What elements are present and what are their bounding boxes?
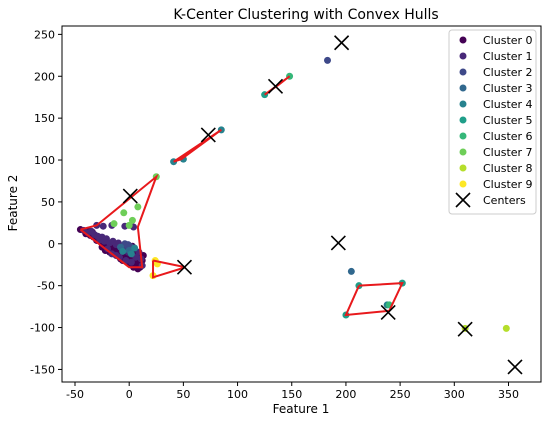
- legend-label: Cluster 6: [483, 130, 533, 143]
- legend-label: Cluster 9: [483, 178, 533, 191]
- y-tick-label: -50: [37, 280, 55, 293]
- x-tick-label: -50: [66, 388, 84, 401]
- legend-marker: [459, 148, 467, 156]
- x-tick-label: 350: [498, 388, 519, 401]
- legend-label: Cluster 7: [483, 146, 533, 159]
- legend-marker: [459, 84, 467, 92]
- y-tick-label: 250: [34, 28, 55, 41]
- center-marker-4: [176, 259, 193, 275]
- legend-marker: [459, 68, 467, 76]
- center-marker-2: [200, 127, 216, 143]
- legend-label: Cluster 1: [483, 50, 533, 63]
- axes: -50 0 50 100 150 200 250 300 350 -150 -100 -50 0 50 10…: [30, 25, 542, 401]
- data-point-cluster-1: [104, 245, 112, 253]
- y-tick-label: 50: [41, 196, 55, 209]
- data-point-cluster-4: [131, 244, 139, 252]
- legend-marker: [459, 180, 467, 188]
- y-axis-label: Feature 2: [6, 175, 20, 232]
- axes-frame: [61, 25, 542, 383]
- data-point-cluster-8: [502, 324, 510, 332]
- x-tick-label: 150: [281, 388, 302, 401]
- legend-marker: [459, 36, 467, 44]
- legend-marker: [459, 100, 467, 108]
- legend-label: Cluster 2: [483, 66, 533, 79]
- chart-title: K-Center Clustering with Convex Hulls: [173, 7, 438, 23]
- legend-label: Cluster 4: [483, 98, 533, 111]
- legend-label: Cluster 5: [483, 114, 533, 127]
- data-point-cluster-7: [120, 209, 128, 217]
- y-tick-label: 200: [34, 70, 55, 83]
- x-axis-label: Feature 1: [273, 402, 330, 416]
- x-tick-label: 0: [126, 388, 133, 401]
- x-tick-label: 250: [390, 388, 411, 401]
- center-marker-3: [122, 188, 138, 204]
- center-marker-7: [457, 321, 473, 337]
- legend: Cluster 0 Cluster 1 Cluster 2 Cluster 3 Clus…: [448, 29, 537, 215]
- legend-label: Cluster 8: [483, 162, 533, 175]
- data-point-cluster-4: [119, 247, 127, 255]
- center-marker-5: [330, 235, 346, 251]
- y-tick-label: 150: [34, 112, 55, 125]
- convex-hull-2: [173, 129, 222, 163]
- legend-marker: [459, 164, 467, 172]
- data-point-cluster-7: [110, 220, 118, 228]
- legend-marker-centers: [455, 192, 471, 208]
- data-point-cluster-2: [324, 56, 332, 64]
- legend-label: Cluster 0: [483, 34, 533, 47]
- data-point-cluster-7: [128, 216, 136, 224]
- data-point-cluster-7: [134, 203, 142, 211]
- legend-marker: [459, 52, 467, 60]
- x-tick-label: 50: [176, 388, 190, 401]
- x-tick-label: 300: [444, 388, 465, 401]
- y-tick-label: 100: [34, 154, 55, 167]
- x-tick-label: 100: [227, 388, 248, 401]
- legend-marker: [459, 116, 467, 124]
- convex-hull-0: [79, 173, 159, 269]
- y-tick-label: -100: [30, 322, 55, 335]
- legend-label-centers: Centers: [483, 194, 526, 207]
- center-marker-6: [380, 304, 396, 321]
- data-point-cluster-7: [125, 221, 133, 229]
- data-point-cluster-3: [347, 267, 355, 275]
- y-tick-label: 0: [48, 238, 55, 251]
- legend-label: Cluster 3: [483, 82, 533, 95]
- data-point-cluster-4: [127, 250, 135, 258]
- data-point-cluster-1: [127, 258, 135, 266]
- legend-box: [448, 29, 537, 215]
- center-marker-1: [267, 78, 284, 94]
- y-tick-label: -150: [30, 363, 55, 376]
- plot-area: [76, 35, 523, 375]
- x-tick-label: 200: [335, 388, 356, 401]
- convex-hull-1: [152, 259, 186, 279]
- center-marker-8: [507, 359, 523, 375]
- convex-hull-4: [344, 282, 404, 317]
- data-point-cluster-1: [99, 222, 107, 230]
- center-marker-0: [334, 35, 350, 51]
- legend-marker: [459, 132, 467, 140]
